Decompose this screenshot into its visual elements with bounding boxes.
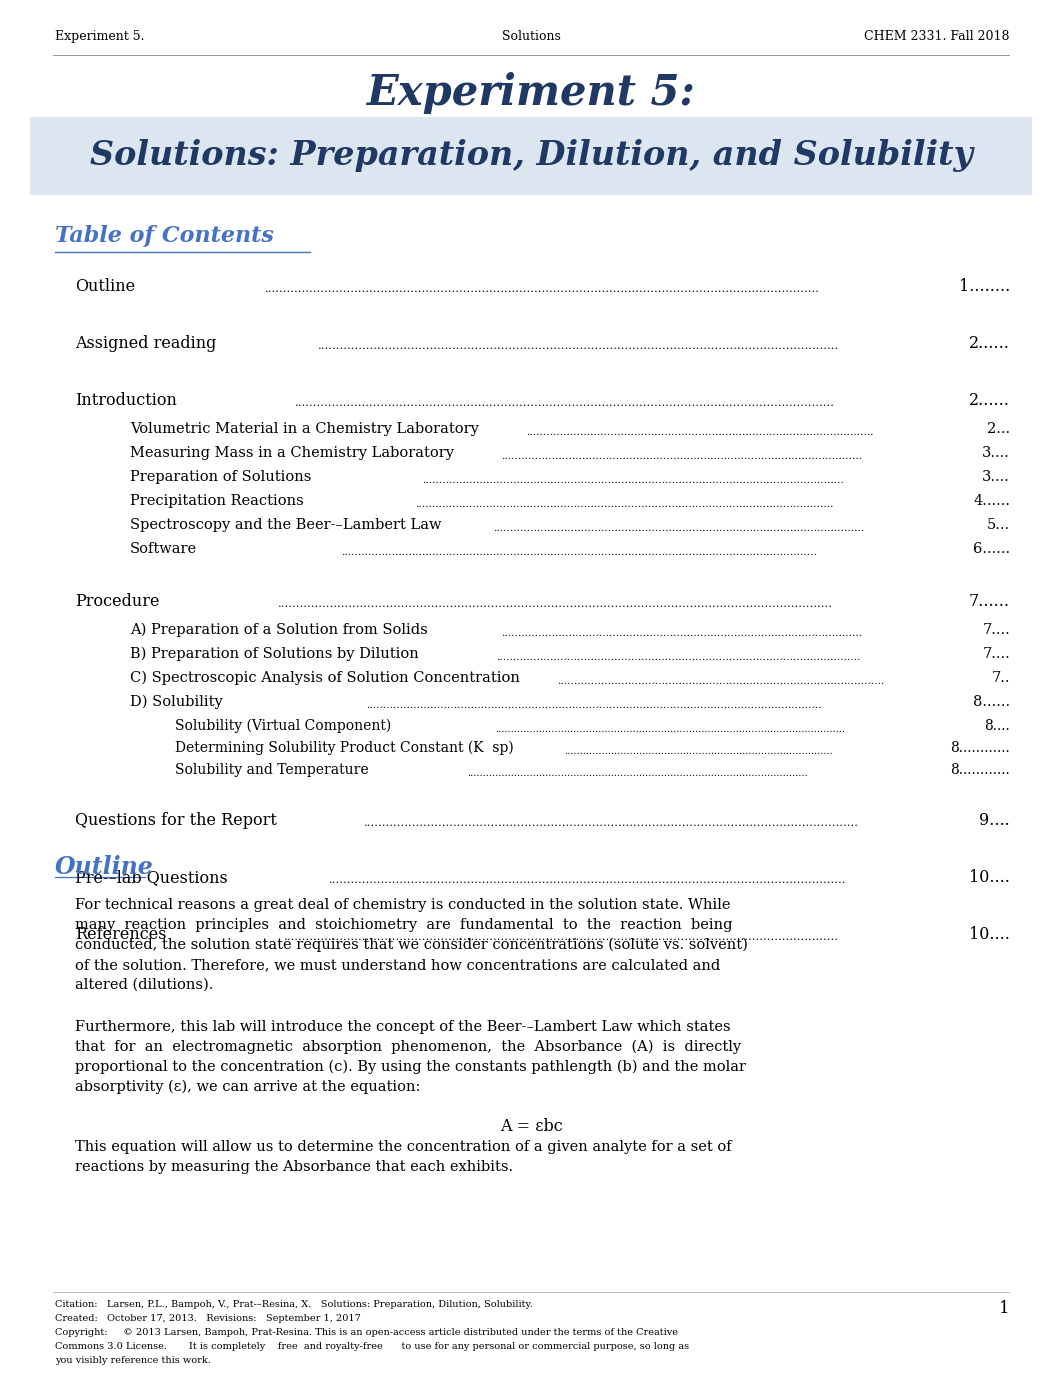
Text: A = εbc: A = εbc	[499, 1118, 563, 1135]
Text: 8......: 8......	[973, 695, 1010, 709]
Text: ................................................................................: ........................................…	[318, 341, 839, 351]
Text: 8............: 8............	[950, 763, 1010, 777]
Text: Furthermore, this lab will introduce the concept of the Beer-–Lambert Law which : Furthermore, this lab will introduce the…	[75, 1020, 731, 1034]
Text: D) Solubility: D) Solubility	[130, 695, 223, 709]
Text: many  reaction  principles  and  stoichiometry  are  fundamental  to  the  react: many reaction principles and stoichiomet…	[75, 918, 733, 932]
Text: ................................................................................: ........................................…	[493, 523, 863, 533]
Text: A) Preparation of a Solution from Solids: A) Preparation of a Solution from Solids	[130, 622, 428, 638]
Text: ................................................................................: ........................................…	[329, 876, 846, 885]
Text: reactions by measuring the Absorbance that each exhibits.: reactions by measuring the Absorbance th…	[75, 1159, 513, 1175]
Text: CHEM 2331. Fall 2018: CHEM 2331. Fall 2018	[864, 30, 1010, 43]
Text: ................................................................................: ........................................…	[526, 428, 873, 437]
Text: ................................................................................: ........................................…	[277, 599, 833, 610]
Text: that  for  an  electromagnetic  absorption  phenomenon,  the  Absorbance  (A)  i: that for an electromagnetic absorption p…	[75, 1040, 741, 1055]
Text: ................................................................................: ........................................…	[422, 476, 844, 485]
Text: ................................................................................: ........................................…	[496, 653, 861, 662]
Text: Experiment 5:: Experiment 5:	[366, 72, 696, 114]
Text: ................................................................................: ........................................…	[564, 746, 833, 756]
Text: 3....: 3....	[982, 470, 1010, 483]
Text: Outline: Outline	[75, 278, 135, 295]
Text: Assigned reading: Assigned reading	[75, 335, 217, 353]
Text: 1: 1	[999, 1300, 1010, 1316]
Text: Pre-–lab Questions: Pre-–lab Questions	[75, 869, 227, 885]
Text: For technical reasons a great deal of chemistry is conducted in the solution sta: For technical reasons a great deal of ch…	[75, 898, 731, 912]
Text: ................................................................................: ........................................…	[501, 629, 862, 638]
Text: This equation will allow us to determine the concentration of a given analyte fo: This equation will allow us to determine…	[75, 1140, 732, 1154]
Text: Solubility and Temperature: Solubility and Temperature	[175, 763, 369, 777]
Text: Questions for the Report: Questions for the Report	[75, 812, 277, 829]
Text: 7..: 7..	[992, 671, 1010, 684]
Text: Citation:   Larsen, P.L., Bampoh, V., Prat-–Resina, X.   Solutions: Preparation,: Citation: Larsen, P.L., Bampoh, V., Prat…	[55, 1300, 533, 1310]
Text: 2...: 2...	[987, 421, 1010, 437]
Text: Measuring Mass in a Chemistry Laboratory: Measuring Mass in a Chemistry Laboratory	[130, 446, 453, 460]
Text: Software: Software	[130, 543, 198, 556]
Text: B) Preparation of Solutions by Dilution: B) Preparation of Solutions by Dilution	[130, 647, 418, 661]
Text: you visibly reference this work.: you visibly reference this work.	[55, 1356, 211, 1365]
Text: Volumetric Material in a Chemistry Laboratory: Volumetric Material in a Chemistry Labor…	[130, 421, 479, 437]
Text: ................................................................................: ........................................…	[264, 284, 820, 295]
Text: 8....: 8....	[984, 719, 1010, 733]
Text: Solutions: Preparation, Dilution, and Solubility: Solutions: Preparation, Dilution, and So…	[89, 139, 973, 172]
Text: altered (dilutions).: altered (dilutions).	[75, 978, 213, 991]
Text: 7....: 7....	[982, 622, 1010, 638]
Text: absorptivity (ε), we can arrive at the equation:: absorptivity (ε), we can arrive at the e…	[75, 1080, 421, 1095]
Text: C) Spectroscopic Analysis of Solution Concentration: C) Spectroscopic Analysis of Solution Co…	[130, 671, 520, 686]
Text: ................................................................................: ........................................…	[467, 768, 808, 778]
Text: Commons 3.0 License.       It is completely    free  and royalty-free      to us: Commons 3.0 License. It is completely fr…	[55, 1343, 689, 1351]
Text: Copyright:     © 2013 Larsen, Bampoh, Prat-Resina. This is an open-access articl: Copyright: © 2013 Larsen, Bampoh, Prat-R…	[55, 1327, 678, 1337]
Text: Table of Contents: Table of Contents	[55, 224, 274, 246]
Text: ................................................................................: ........................................…	[556, 676, 885, 686]
Text: 7....: 7....	[982, 647, 1010, 661]
Text: References: References	[75, 925, 167, 943]
Text: ................................................................................: ........................................…	[415, 500, 834, 508]
Text: ................................................................................: ........................................…	[341, 548, 817, 556]
Text: 9....: 9....	[979, 812, 1010, 829]
FancyBboxPatch shape	[30, 117, 1032, 196]
Text: Solubility (Virtual Component): Solubility (Virtual Component)	[175, 719, 391, 734]
Text: 7......: 7......	[969, 593, 1010, 610]
Text: 6......: 6......	[973, 543, 1010, 556]
Text: ................................................................................: ........................................…	[501, 452, 862, 461]
Text: Outline: Outline	[55, 855, 154, 879]
Text: 2......: 2......	[970, 335, 1010, 353]
Text: conducted, the solution state requires that we consider concentrations (solute v: conducted, the solution state requires t…	[75, 938, 748, 953]
Text: 4......: 4......	[973, 494, 1010, 508]
Text: Introduction: Introduction	[75, 392, 177, 409]
Text: 8............: 8............	[950, 741, 1010, 755]
Text: Solutions: Solutions	[501, 30, 561, 43]
Text: 5...: 5...	[987, 518, 1010, 532]
Text: Spectroscopy and the Beer-–Lambert Law: Spectroscopy and the Beer-–Lambert Law	[130, 518, 442, 532]
Text: 1........: 1........	[959, 278, 1010, 295]
Text: 10....: 10....	[970, 869, 1010, 885]
Text: Created:   October 17, 2013.   Revisions:   September 1, 2017: Created: October 17, 2013. Revisions: Se…	[55, 1314, 361, 1323]
Text: Precipitation Reactions: Precipitation Reactions	[130, 494, 304, 508]
Text: Preparation of Solutions: Preparation of Solutions	[130, 470, 311, 483]
Text: Procedure: Procedure	[75, 593, 159, 610]
Text: ................................................................................: ........................................…	[295, 398, 835, 409]
Text: 10....: 10....	[970, 925, 1010, 943]
Text: ................................................................................: ........................................…	[366, 701, 822, 709]
Text: ................................................................................: ........................................…	[363, 818, 858, 829]
Text: Experiment 5.: Experiment 5.	[55, 30, 144, 43]
Text: 3....: 3....	[982, 446, 1010, 460]
Text: 2......: 2......	[970, 392, 1010, 409]
Text: proportional to the concentration (c). By using the constants pathlength (b) and: proportional to the concentration (c). B…	[75, 1060, 746, 1074]
Text: ................................................................................: ........................................…	[495, 724, 845, 734]
Text: of the solution. Therefore, we must understand how concentrations are calculated: of the solution. Therefore, we must unde…	[75, 958, 720, 972]
Text: Determining Solubility Product Constant (K  sp): Determining Solubility Product Constant …	[175, 741, 514, 756]
Text: ................................................................................: ........................................…	[284, 932, 839, 942]
